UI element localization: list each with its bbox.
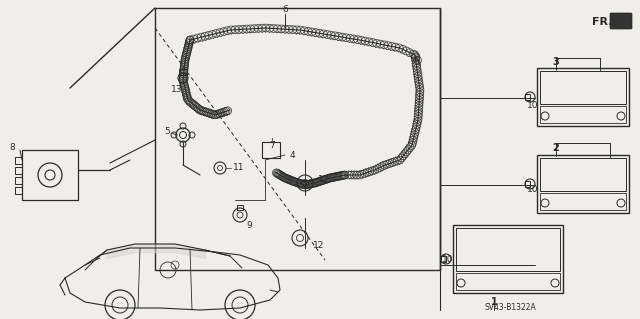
Text: 3: 3 [552, 57, 559, 67]
Text: 7: 7 [269, 140, 275, 150]
Text: 1: 1 [491, 297, 497, 307]
Text: 10: 10 [527, 100, 539, 109]
Bar [262, 142, 280, 158]
Text: 6: 6 [282, 5, 288, 14]
Bar [15, 167, 22, 174]
Text: 4: 4 [290, 151, 296, 160]
Bar [525, 181, 530, 187]
Bar [179, 69, 187, 75]
Bar [237, 205, 243, 210]
Text: SV43-B1322A: SV43-B1322A [484, 303, 536, 313]
Text: 12: 12 [318, 175, 330, 184]
Bar [441, 256, 446, 262]
Bar [15, 157, 22, 164]
Bar [22, 150, 78, 200]
Text: 9: 9 [246, 220, 252, 229]
Text: 2: 2 [552, 143, 559, 153]
Bar [15, 177, 22, 184]
Text: 5: 5 [164, 128, 170, 137]
Text: 12: 12 [313, 241, 324, 249]
Bar [540, 158, 626, 191]
Bar [540, 71, 626, 104]
Bar [456, 228, 560, 271]
Bar [540, 106, 626, 123]
Bar [537, 68, 629, 126]
Bar [453, 225, 563, 293]
Bar [15, 187, 22, 194]
Text: FR.: FR. [592, 17, 612, 27]
Bar [456, 273, 560, 290]
Bar [540, 193, 626, 210]
FancyBboxPatch shape [610, 13, 632, 29]
Bar [525, 94, 530, 100]
Bar [537, 155, 629, 213]
Text: 8: 8 [9, 144, 15, 152]
Text: 11: 11 [233, 164, 244, 173]
Text: 13: 13 [172, 85, 183, 94]
Text: 10: 10 [442, 256, 454, 264]
Text: 10: 10 [527, 186, 539, 195]
Bar [155, 8, 440, 270]
